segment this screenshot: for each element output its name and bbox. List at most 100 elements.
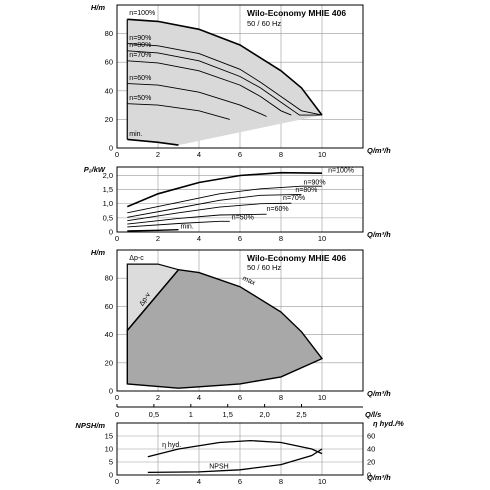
power-curve [127,202,292,222]
y-axis-label: H/m [91,248,106,257]
power-curve-chart: 0 2 4 6 8 10 0 0,5 1,0 1,5 2,0P₂/kW Q/m³/h n=100%n=9… [84,165,391,243]
chart-subtitle: 50 / 60 Hz [247,263,281,272]
power-curve [127,213,267,225]
x-axis-label: Q/m³/h [367,146,391,155]
y-tick-label: 40 [105,330,113,339]
y-axis-label: P₂/kW [84,165,106,174]
x2-tick-label: 1,5 [222,410,232,419]
series-label: n=100% [328,168,354,175]
x2-tick-label: 0 [115,410,119,419]
x-tick-label: 4 [197,393,201,402]
y-tick-label: 60 [105,58,113,67]
y-tick-label: 10 [105,445,113,454]
plot-frame [116,166,364,233]
y-axis-label: NPSH/m [75,421,105,430]
y-tick-label: 15 [105,432,113,441]
x-tick-label: 10 [318,234,326,243]
series-label: n=60% [267,206,289,213]
max-operating-region [126,268,324,389]
x-tick-label: 10 [318,477,326,486]
power-curve [127,185,322,214]
series-label: n=60% [129,75,151,82]
x-axis-label: Q/m³/h [367,473,391,482]
curve-n100 [127,18,323,116]
y-tick-label: 0 [109,471,113,480]
chart-title: Wilo-Economy MHIE 406 [247,8,346,18]
head-curve-chart: 0 2 4 6 8 10 0 20 40 60 80 H/m Q/m³/h n=100% n=90%n=80… [91,3,391,159]
y-tick-label: 5 [109,458,113,467]
y-tick-label: 80 [105,274,113,283]
curve-n50 [127,103,230,120]
curve-n80 [127,50,322,116]
x2-axis-label: Q/l/s [365,410,381,419]
plot-frame [116,422,364,476]
x-tick-label: 6 [238,150,242,159]
x-tick-label: 10 [318,393,326,402]
y-tick-label: 1,5 [103,185,113,194]
series-label: n=70% [129,52,151,59]
y-tick-label: 0,5 [103,213,113,222]
series-label: n=100% [129,10,155,17]
series-label: min. [181,224,194,231]
npsh-curve [147,448,323,474]
power-curve [127,193,302,218]
curve-n70 [127,60,292,116]
x-axis-label: Q/m³/h [367,389,391,398]
y2-tick-label: 0 [367,471,371,480]
x-tick-label: 0 [115,150,119,159]
x-tick-label: 10 [318,150,326,159]
x-tick-label: 2 [156,150,160,159]
series-label: n=90% [129,35,151,42]
x-tick-label: 4 [197,150,201,159]
x2-tick-label: 0,5 [149,410,159,419]
series-label: n=70% [283,195,305,202]
efficiency-curve [147,439,323,458]
series-label: n=50% [129,95,151,102]
operating-range-chart: 0 2 4 6 8 10020406080H/mQ/m³/hΔp-cΔp-vmaxWilo… [91,248,391,419]
dp-v-line [126,269,180,331]
series-label: n=80% [129,42,151,49]
power-curve [127,220,230,228]
y-tick-label: 40 [105,86,113,95]
y-tick-label: 20 [105,115,113,124]
power-curve [126,171,323,208]
y-tick-label: 60 [105,302,113,311]
series-label: n=90% [304,180,326,187]
x2-tick-label: 2,0 [259,410,269,419]
chart-title: Wilo-Economy MHIE 406 [247,253,346,263]
y2-axis-label: η hyd./% [373,419,404,428]
y-tick-label: 0 [109,144,113,153]
x-tick-label: 6 [238,477,242,486]
curve-n60 [127,83,267,117]
x-tick-label: 6 [238,393,242,402]
x-tick-label: 4 [197,477,201,486]
x2-tick-label: 1 [189,410,193,419]
dp-c-label: Δp-c [129,255,144,262]
y-tick-label: 20 [105,358,113,367]
y-tick-label: 0 [109,387,113,396]
x-tick-label: 0 [115,234,119,243]
chart-subtitle: 50 / 60 Hz [247,19,281,28]
series-label: n=50% [232,214,254,221]
y-tick-label: 0 [109,228,113,237]
x-tick-label: 2 [156,393,160,402]
y2-tick-label: 60 [367,432,375,441]
x-tick-label: 2 [156,234,160,243]
x-tick-label: 0 [115,477,119,486]
y-tick-label: 1,0 [103,199,113,208]
curve-min [127,138,179,146]
series-label: NPSH [209,464,228,471]
y-tick-label: 2,0 [103,171,113,180]
operating-envelope-area [127,19,322,146]
x-tick-label: 4 [197,234,201,243]
max-label: max [241,275,256,287]
curve-n90 [127,43,323,116]
x-tick-label: 8 [279,477,283,486]
x-tick-label: 0 [115,393,119,402]
y-tick-label: 80 [105,29,113,38]
x-tick-label: 6 [238,234,242,243]
x-tick-label: 8 [279,234,283,243]
series-label: min. [129,131,142,138]
y-axis-label: H/m [91,3,106,12]
